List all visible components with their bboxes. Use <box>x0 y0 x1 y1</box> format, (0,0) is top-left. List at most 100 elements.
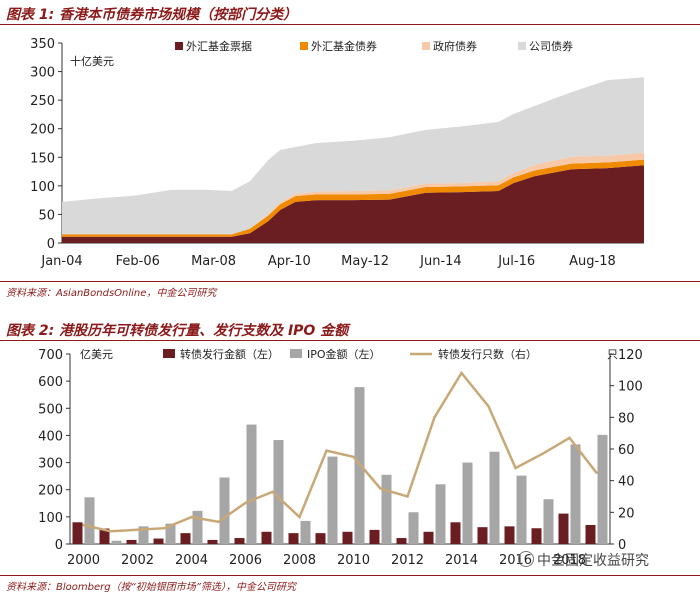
chart1-area-fx-notes <box>62 159 644 237</box>
chart2-line-point <box>244 501 247 505</box>
chart2-bar-ipo <box>219 477 230 544</box>
chart2-bar-cb <box>423 531 434 544</box>
chart2-line-point <box>217 520 220 524</box>
chart2-bar-cb <box>450 522 461 544</box>
chart1-y-tick-label: 350 <box>30 37 55 52</box>
chart1-x-tick-label: Aug-18 <box>569 254 616 269</box>
chart1-x-ticks: Jan-04 Feb-06 Mar-08 Apr-10 May-12 Jun-14 Jul-… <box>40 254 615 269</box>
chart2-svg: 0 100 200 300 400 500 600 700 0 20 40 60 80 100 120 20… <box>38 347 643 568</box>
chart2-bar-ipo <box>489 451 500 544</box>
chart2-line-point <box>379 487 382 490</box>
chart2-line-point <box>190 515 193 519</box>
chart1-x-tick-label: Jun-14 <box>419 254 462 269</box>
chart1-y-tick-label: 300 <box>30 66 55 81</box>
chart2-line-count <box>83 370 598 533</box>
chart1-y-tick-label: 250 <box>30 94 55 109</box>
chart2-bar-ipo <box>111 540 122 544</box>
chart2-bar-ipo <box>300 520 311 544</box>
chart2-bar-ipo <box>165 523 176 544</box>
chart2-bar-cb <box>585 525 596 544</box>
chart2-left-tick-label: 300 <box>38 457 63 472</box>
chart2-bar-cb <box>477 527 488 544</box>
chart2-line-point <box>163 526 166 530</box>
chart2-bar-cb <box>558 513 569 544</box>
chart2-line-point <box>514 466 517 470</box>
chart2-bar-cb <box>261 531 272 544</box>
chart1-areas <box>62 77 644 243</box>
watermark-icon <box>518 551 534 567</box>
chart2-bar-ipo <box>381 474 392 544</box>
chart2-legend-label-cb: 转债发行金额（左） <box>180 347 279 361</box>
chart1-legend-label: 政府债券 <box>433 39 477 53</box>
chart2-right-tick-label: 40 <box>618 475 635 490</box>
chart2-x-tick-label: 2014 <box>445 553 478 568</box>
chart1-source-rule <box>0 281 700 282</box>
chart1-x-tick-label: Jan-04 <box>40 254 82 269</box>
chart2-bar-cb <box>126 539 137 544</box>
chart1-x-tick-label: Feb-06 <box>116 254 160 269</box>
chart2-bar-ipo <box>327 456 338 544</box>
chart2-bar-ipo <box>138 526 149 544</box>
chart2-right-tick-label: 100 <box>618 380 643 395</box>
chart2-bar-cb <box>234 538 245 544</box>
watermark: 中金固定收益研究 <box>518 550 649 570</box>
chart2-bar-cb <box>99 528 110 544</box>
chart2-line-point <box>460 371 463 375</box>
chart1-title: 图表 1: 香港本币债券市场规模（按部门分类） <box>6 7 298 23</box>
chart2-legend-label-ipo: IPO金额（左） <box>307 347 381 361</box>
chart2-bar-cb <box>531 528 542 544</box>
chart2-bar-ipo <box>246 424 257 544</box>
chart1-legend-swatch <box>422 42 430 50</box>
watermark-text: 中金固定收益研究 <box>537 553 649 569</box>
chart2-bar-ipo <box>597 434 608 544</box>
chart2-legend-label-count: 转债发行只数（右） <box>438 347 537 361</box>
chart2-line-point <box>433 416 436 419</box>
chart2-source: 资料来源：Bloomberg（按“初始银团市场”筛选），中金公司研究 <box>6 582 296 593</box>
chart1-y-ticks: 0 50 100 150 200 250 300 350 <box>30 37 62 252</box>
chart2-bar-ipo <box>273 440 284 544</box>
chart2-x-ticks: 2000 2002 2004 2006 2008 2010 2012 2014 2016 2018 <box>67 553 586 568</box>
chart2-bar-cb <box>396 538 407 544</box>
chart2-left-unit: 亿美元 <box>80 348 113 361</box>
chart2-line-point <box>136 528 139 531</box>
chart2-bar-cb <box>153 538 164 544</box>
chart1-y-tick-label: 150 <box>30 151 55 166</box>
chart1-y-tick-label: 0 <box>47 237 55 252</box>
chart2-line <box>82 370 598 533</box>
chart2-left-tick-label: 0 <box>55 538 63 553</box>
chart2-legend-swatch-cb <box>163 349 175 358</box>
chart2-bar-cb <box>180 533 191 544</box>
chart2-right-tick-label: 120 <box>618 348 643 363</box>
chart1-legend-label: 公司债券 <box>529 39 573 53</box>
chart2-legend: 转债发行金额（左） IPO金额（左） 转债发行只数（右） <box>163 347 537 361</box>
chart2-x-tick-label: 2012 <box>391 553 424 568</box>
chart2-x-tick-label: 2006 <box>229 553 262 568</box>
chart2-right-tick-label: 60 <box>618 443 635 458</box>
chart2-right-tick-label: 80 <box>618 411 635 426</box>
chart2-line-point <box>568 436 571 440</box>
chart1-y-tick-label: 50 <box>38 208 55 223</box>
chart1-legend-swatch <box>175 42 183 50</box>
chart2-bar-ipo <box>516 475 527 544</box>
chart1-legend-label: 外汇基金债券 <box>311 39 377 53</box>
chart2-axes <box>69 354 611 545</box>
chart2-bar-cb <box>288 533 299 544</box>
chart2-line-point <box>595 471 598 474</box>
chart2-bar-ipo <box>408 512 419 544</box>
chart2-bar-ipo <box>570 444 581 544</box>
chart2-x-tick-label: 2008 <box>283 553 316 568</box>
chart2-left-tick-label: 500 <box>38 402 63 417</box>
chart2-line-point <box>325 449 328 452</box>
chart2-line-point <box>406 495 409 498</box>
chart1-legend-swatch <box>518 42 526 50</box>
chart1-x-tick-label: May-12 <box>341 254 389 269</box>
chart2-bar-cb <box>315 533 326 544</box>
chart2-bar-ipo <box>543 499 554 544</box>
chart2-left-tick-label: 200 <box>38 484 63 499</box>
chart2-x-tick-label: 2010 <box>337 553 370 568</box>
chart2-x-tick-label: 2018 <box>553 553 586 568</box>
chart1-x-tick-label: Jul-16 <box>497 254 535 269</box>
chart2-bars <box>72 387 608 544</box>
chart2-legend-swatch-ipo <box>290 349 302 358</box>
chart1-title-rule <box>0 24 700 25</box>
